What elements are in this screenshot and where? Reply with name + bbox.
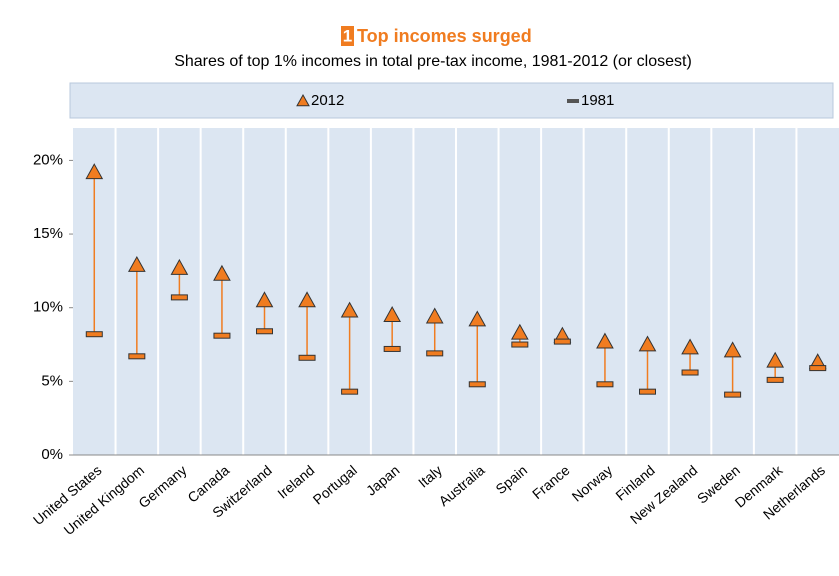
- marker-dash: [809, 365, 827, 372]
- marker-triangle: [510, 323, 529, 340]
- marker-dash: [170, 294, 188, 301]
- legend-label: 2012: [311, 92, 344, 109]
- y-tick-label: 0%: [41, 446, 63, 463]
- x-tick-label: Australia: [436, 462, 488, 509]
- marker-dash: [426, 350, 444, 357]
- marker-triangle: [127, 255, 146, 272]
- marker-triangle: [638, 335, 657, 352]
- x-tick-label: Spain: [492, 462, 530, 497]
- x-tick-label: Italy: [415, 462, 445, 491]
- marker-triangle: [170, 258, 189, 275]
- figure-number-box: [341, 26, 354, 46]
- marker-dash: [596, 381, 614, 388]
- marker-dash: [298, 354, 316, 361]
- marker-dash: [468, 381, 486, 388]
- marker-triangle: [340, 301, 359, 318]
- marker-dash: [128, 353, 146, 360]
- y-tick-label: 5%: [41, 372, 63, 389]
- x-tick-label: Germany: [135, 462, 189, 511]
- marker-dash: [766, 376, 784, 383]
- marker-triangle: [766, 351, 785, 368]
- marker-dash: [639, 388, 656, 395]
- marker-dash: [553, 338, 571, 345]
- marker-dash: [383, 345, 401, 352]
- marker-triangle: [298, 291, 316, 308]
- marker-dash: [724, 391, 742, 398]
- y-tick-label: 15%: [33, 225, 63, 242]
- legend: [69, 82, 834, 119]
- chart-title: Top incomes surged: [357, 26, 532, 46]
- chart-subtitle: Shares of top 1% incomes in total pre-ta…: [174, 53, 692, 70]
- x-tick-label: France: [529, 462, 573, 502]
- marker-dash: [681, 369, 699, 376]
- marker-dash: [256, 328, 273, 335]
- legend-marker: [296, 93, 310, 107]
- y-tick-label: 20%: [33, 151, 63, 168]
- x-tick-label: Portugal: [310, 462, 360, 508]
- marker-triangle: [723, 341, 742, 358]
- x-tick-label: Japan: [363, 462, 403, 499]
- marker-dash: [511, 341, 529, 348]
- marker-dash: [85, 331, 103, 338]
- marker-triangle: [468, 310, 487, 327]
- marker-triangle: [383, 306, 402, 322]
- x-tick-label: Norway: [569, 462, 616, 505]
- marker-triangle: [681, 338, 699, 355]
- marker-dash: [341, 388, 359, 395]
- marker-triangle: [85, 163, 104, 180]
- marker-triangle: [255, 291, 274, 308]
- y-tick-label: 10%: [33, 299, 63, 316]
- marker-dash: [213, 332, 231, 339]
- marker-triangle: [425, 307, 444, 324]
- figure-number: 1: [343, 26, 352, 45]
- marker-triangle: [213, 264, 231, 281]
- marker-triangle: [596, 332, 614, 349]
- legend-label: 1981: [581, 92, 614, 109]
- legend-marker: [567, 99, 579, 103]
